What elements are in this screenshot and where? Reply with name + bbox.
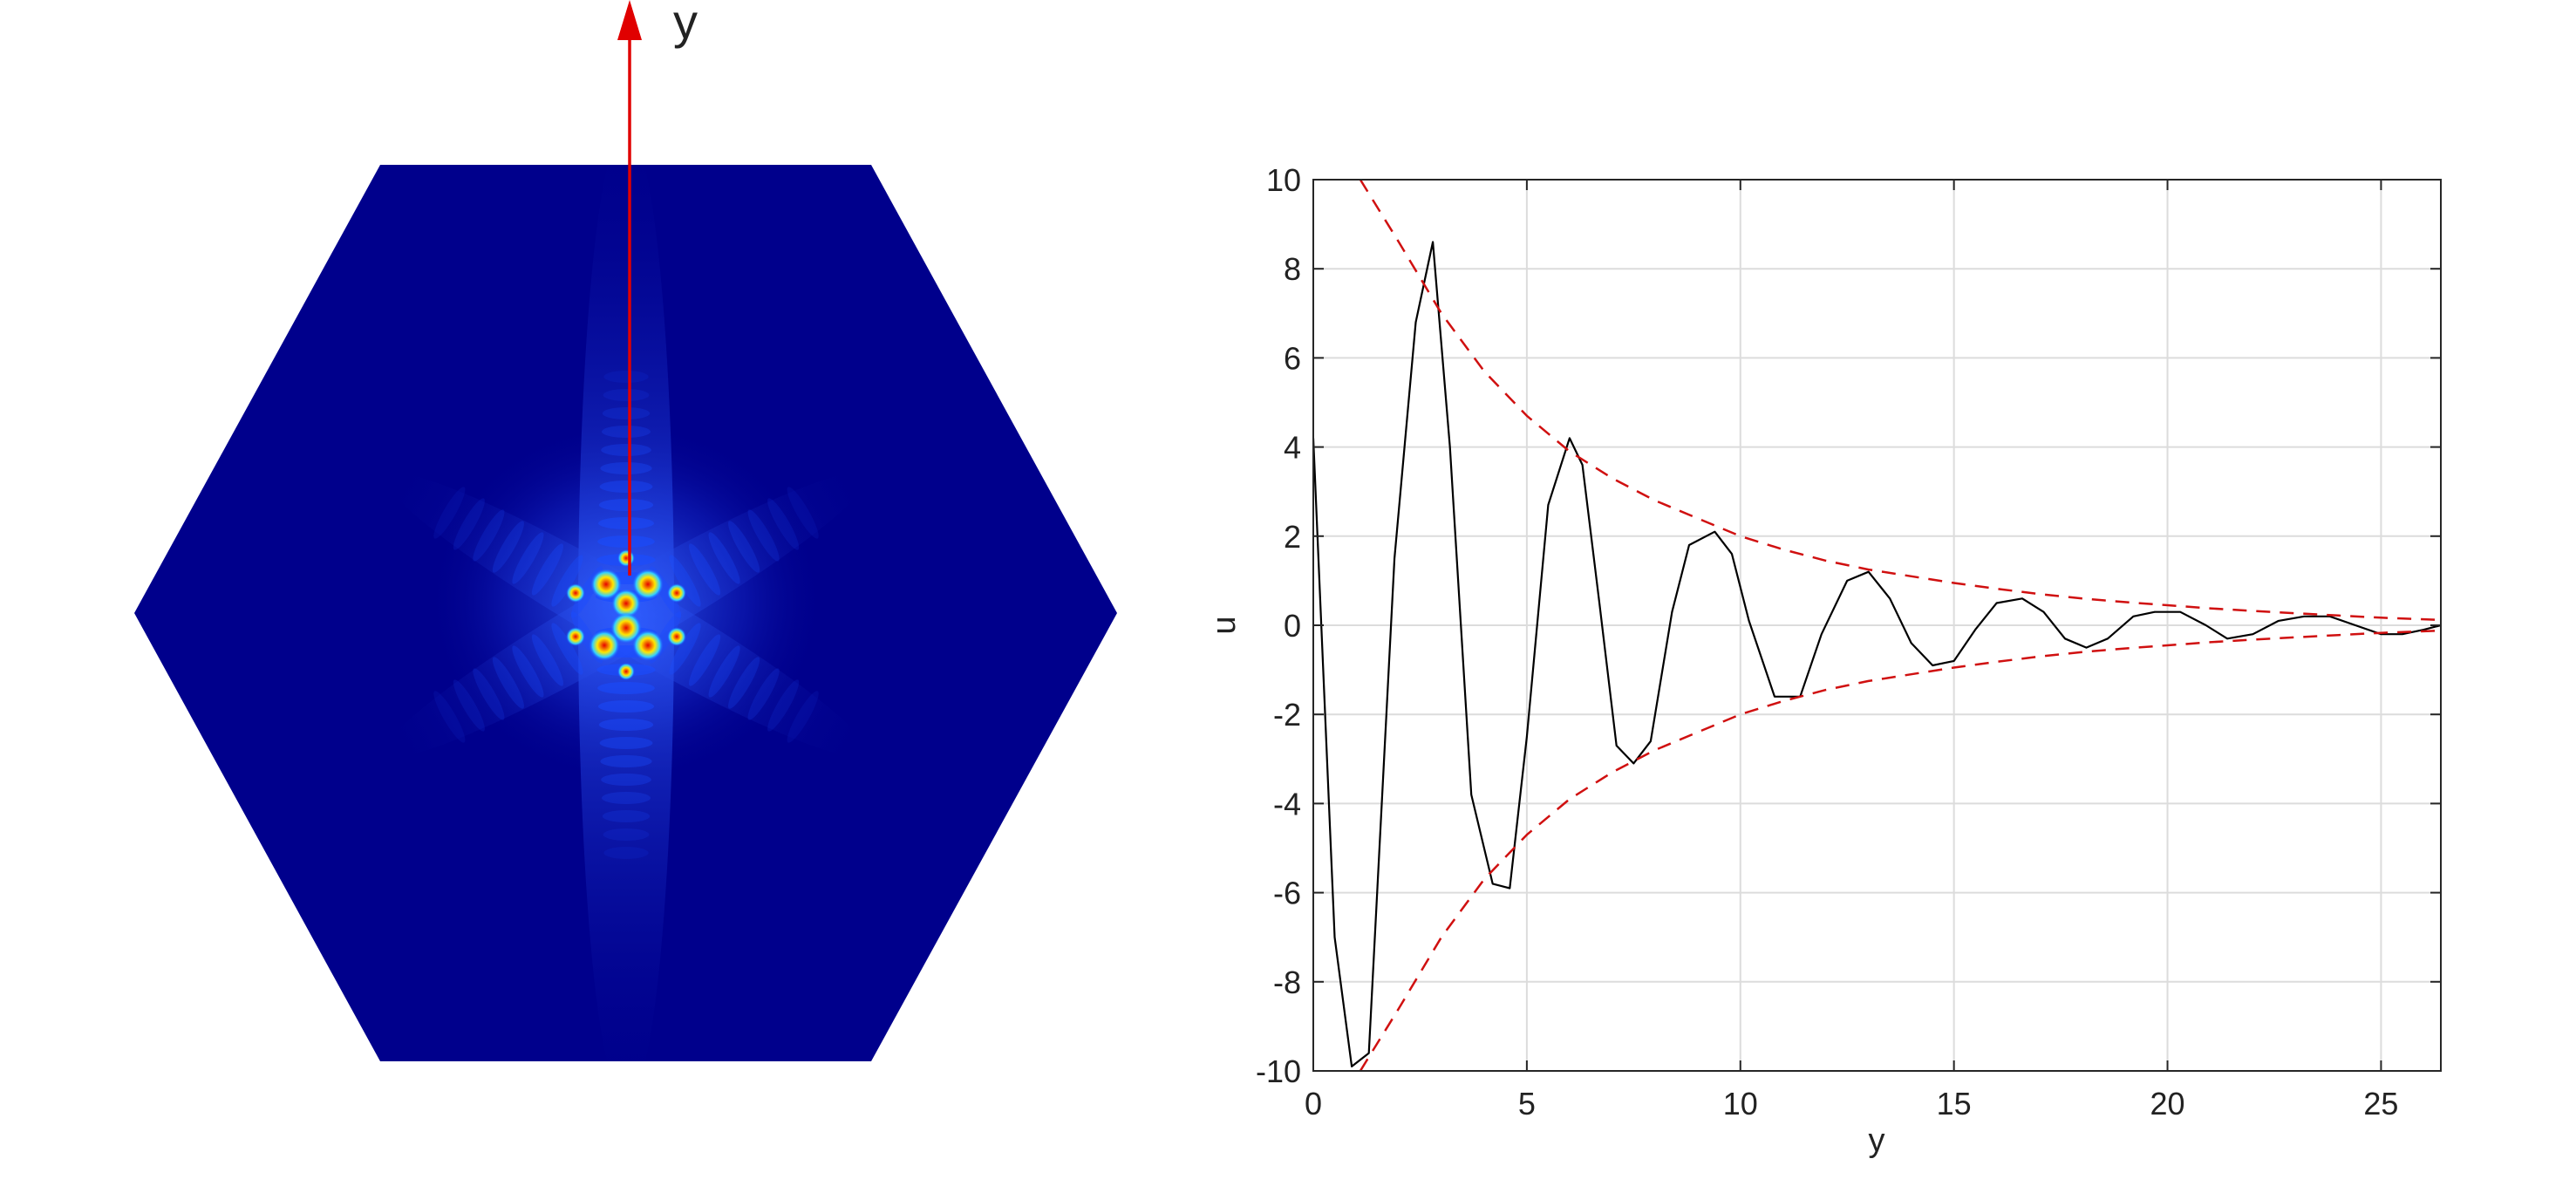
ripple-band bbox=[531, 634, 563, 686]
field-pattern bbox=[384, 165, 869, 1061]
arrow-head-icon bbox=[617, 0, 642, 40]
tick-marks bbox=[1312, 179, 2441, 1072]
x-tick-label: 10 bbox=[1723, 1086, 1758, 1121]
ripple-band bbox=[600, 462, 652, 474]
ripple-band bbox=[597, 682, 655, 694]
field-heatmap-panel: y bbox=[134, 0, 1117, 1061]
ripple-band bbox=[747, 668, 780, 720]
y-direction-arrow: y bbox=[617, 0, 698, 576]
y-tick-label: 4 bbox=[1284, 430, 1301, 466]
hotspot bbox=[610, 612, 642, 644]
ripple-band bbox=[473, 509, 505, 562]
y-tick-label: 10 bbox=[1266, 162, 1301, 198]
ripple-band bbox=[689, 543, 721, 596]
ripple-band bbox=[598, 719, 654, 731]
ripple-band bbox=[708, 645, 740, 698]
ripple-band bbox=[669, 623, 701, 675]
y-tick-labels: -10 -8 -6 -4 -2 0 2 4 6 8 10 bbox=[1256, 162, 1301, 1089]
y-tick-label: 0 bbox=[1284, 608, 1301, 644]
y-tick-label: 2 bbox=[1284, 519, 1301, 555]
ripple-band bbox=[453, 679, 485, 732]
ripple-band bbox=[598, 517, 654, 529]
ripple-band bbox=[433, 691, 466, 743]
ripple-band bbox=[453, 498, 485, 550]
ripple-band bbox=[551, 555, 583, 607]
y-tick-label: 8 bbox=[1284, 251, 1301, 287]
y-tick-label: -6 bbox=[1273, 876, 1301, 911]
ripple-band bbox=[602, 792, 651, 804]
ripple-band bbox=[602, 810, 651, 822]
ripple-band bbox=[600, 755, 652, 767]
hotspot bbox=[589, 630, 620, 661]
hotspot bbox=[617, 663, 635, 680]
ripple-band bbox=[512, 532, 544, 584]
ripple-band bbox=[512, 645, 544, 698]
ripple-band bbox=[531, 543, 563, 596]
ripple-band bbox=[601, 774, 651, 786]
field-hotspots bbox=[566, 549, 686, 680]
ripple-band bbox=[433, 487, 466, 539]
x-tick-label: 25 bbox=[2363, 1086, 2398, 1121]
ripple-band bbox=[689, 634, 721, 686]
arrow-label: y bbox=[673, 0, 698, 49]
ripple-band bbox=[598, 499, 654, 511]
envelope-line-1 bbox=[1359, 180, 2441, 622]
ripple-band bbox=[603, 847, 649, 859]
ripple-band bbox=[767, 498, 800, 550]
ripple-band bbox=[728, 521, 760, 573]
ripple-band bbox=[492, 521, 524, 573]
hotspot bbox=[617, 549, 635, 567]
hotspot bbox=[632, 630, 664, 661]
ripple-band bbox=[598, 700, 654, 712]
ripple-band bbox=[599, 481, 653, 493]
ripple-band bbox=[492, 657, 524, 709]
x-tick-label: 20 bbox=[2150, 1086, 2185, 1121]
x-tick-label: 0 bbox=[1305, 1086, 1322, 1121]
hotspot bbox=[611, 589, 641, 618]
ripple-band bbox=[603, 828, 650, 841]
ripple-band bbox=[767, 679, 800, 732]
ripple-band bbox=[601, 444, 651, 456]
hotspot bbox=[632, 569, 664, 600]
y-tick-label: -8 bbox=[1273, 965, 1301, 1000]
ripple-band bbox=[473, 668, 505, 720]
x-axis-label: y bbox=[1869, 1122, 1885, 1159]
x-tick-labels: 0 5 10 15 20 25 bbox=[1305, 1086, 2398, 1121]
ripple-band bbox=[603, 389, 650, 401]
ripple-band bbox=[551, 623, 583, 675]
series-layer bbox=[1313, 180, 2441, 1071]
y-tick-label: 6 bbox=[1284, 340, 1301, 376]
ripple-band bbox=[597, 535, 655, 548]
x-tick-label: 5 bbox=[1518, 1086, 1536, 1121]
ripple-band bbox=[602, 407, 651, 419]
hotspot bbox=[566, 583, 585, 603]
field-ripples bbox=[433, 371, 819, 859]
y-tick-label: -4 bbox=[1273, 786, 1301, 821]
ripple-band bbox=[602, 426, 651, 438]
y-axis-label: u bbox=[1206, 616, 1243, 634]
hotspot bbox=[566, 627, 585, 646]
ripple-band bbox=[599, 737, 653, 749]
hotspot bbox=[667, 583, 686, 603]
y-tick-label: -10 bbox=[1256, 1053, 1301, 1089]
envelope-line-2 bbox=[1359, 629, 2441, 1071]
ripple-band bbox=[603, 371, 649, 383]
u-curve bbox=[1313, 241, 2441, 1067]
ripple-band bbox=[787, 691, 819, 743]
ripple-band bbox=[787, 487, 819, 539]
ripple-band bbox=[747, 509, 780, 562]
decay-line-chart: 0 5 10 15 20 25 -10 -8 -6 -4 -2 0 2 4 6 8 10 y u bbox=[1206, 162, 2442, 1159]
x-tick-label: 15 bbox=[1937, 1086, 1972, 1121]
ripple-band bbox=[728, 657, 760, 709]
ripple-band bbox=[669, 555, 701, 607]
ripple-band bbox=[708, 532, 740, 584]
hotspot bbox=[590, 569, 622, 600]
hotspot bbox=[667, 627, 686, 646]
y-tick-label: -2 bbox=[1273, 697, 1301, 733]
